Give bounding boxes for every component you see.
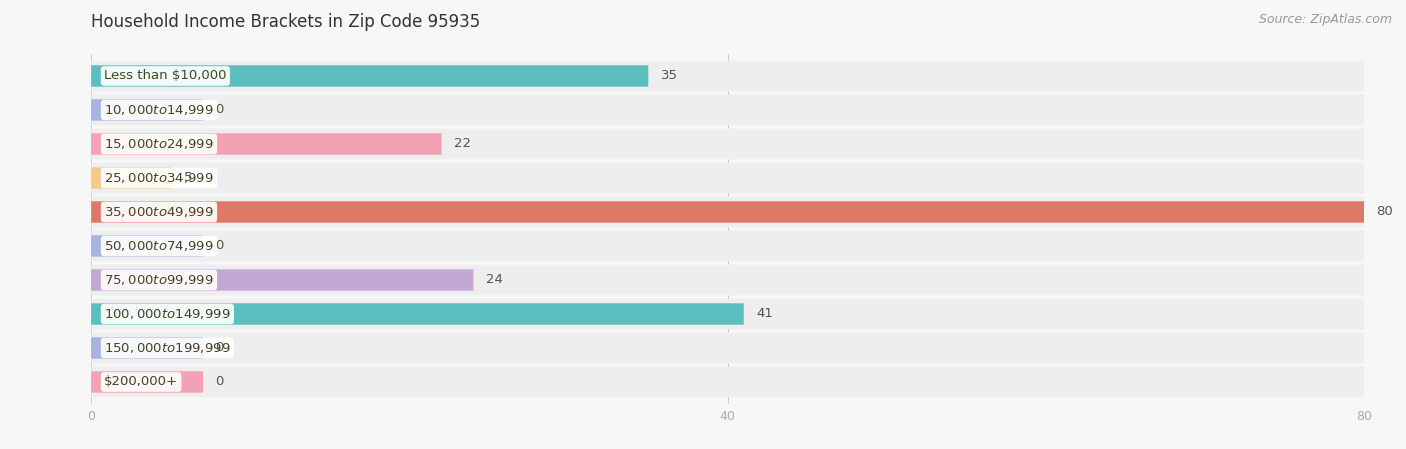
Text: 5: 5 xyxy=(184,172,193,185)
FancyBboxPatch shape xyxy=(91,167,172,189)
Text: $35,000 to $49,999: $35,000 to $49,999 xyxy=(104,205,214,219)
FancyBboxPatch shape xyxy=(91,337,202,359)
Text: $10,000 to $14,999: $10,000 to $14,999 xyxy=(104,103,214,117)
Text: 24: 24 xyxy=(486,273,503,286)
Text: 0: 0 xyxy=(215,342,224,355)
Text: 0: 0 xyxy=(215,239,224,252)
Text: Source: ZipAtlas.com: Source: ZipAtlas.com xyxy=(1258,13,1392,26)
Text: $200,000+: $200,000+ xyxy=(104,375,179,388)
FancyBboxPatch shape xyxy=(91,371,202,393)
FancyBboxPatch shape xyxy=(91,201,1364,223)
FancyBboxPatch shape xyxy=(91,163,1364,193)
Text: 35: 35 xyxy=(661,70,678,83)
Text: $75,000 to $99,999: $75,000 to $99,999 xyxy=(104,273,214,287)
FancyBboxPatch shape xyxy=(91,231,1364,261)
Text: $25,000 to $34,999: $25,000 to $34,999 xyxy=(104,171,214,185)
Text: 41: 41 xyxy=(756,308,773,321)
FancyBboxPatch shape xyxy=(91,197,1364,227)
FancyBboxPatch shape xyxy=(91,235,202,257)
Text: $150,000 to $199,999: $150,000 to $199,999 xyxy=(104,341,231,355)
Text: 0: 0 xyxy=(215,375,224,388)
FancyBboxPatch shape xyxy=(91,333,1364,363)
FancyBboxPatch shape xyxy=(91,303,744,325)
Text: 22: 22 xyxy=(454,137,471,150)
Text: 80: 80 xyxy=(1376,206,1393,219)
Text: $50,000 to $74,999: $50,000 to $74,999 xyxy=(104,239,214,253)
FancyBboxPatch shape xyxy=(91,65,648,87)
FancyBboxPatch shape xyxy=(91,269,474,291)
Text: $15,000 to $24,999: $15,000 to $24,999 xyxy=(104,137,214,151)
FancyBboxPatch shape xyxy=(91,95,1364,125)
FancyBboxPatch shape xyxy=(91,133,441,155)
FancyBboxPatch shape xyxy=(91,367,1364,397)
Text: 0: 0 xyxy=(215,103,224,116)
FancyBboxPatch shape xyxy=(91,61,1364,91)
FancyBboxPatch shape xyxy=(91,129,1364,159)
FancyBboxPatch shape xyxy=(91,99,202,121)
Text: Household Income Brackets in Zip Code 95935: Household Income Brackets in Zip Code 95… xyxy=(91,13,481,31)
Text: Less than $10,000: Less than $10,000 xyxy=(104,70,226,83)
FancyBboxPatch shape xyxy=(91,265,1364,295)
Text: $100,000 to $149,999: $100,000 to $149,999 xyxy=(104,307,231,321)
FancyBboxPatch shape xyxy=(91,299,1364,329)
